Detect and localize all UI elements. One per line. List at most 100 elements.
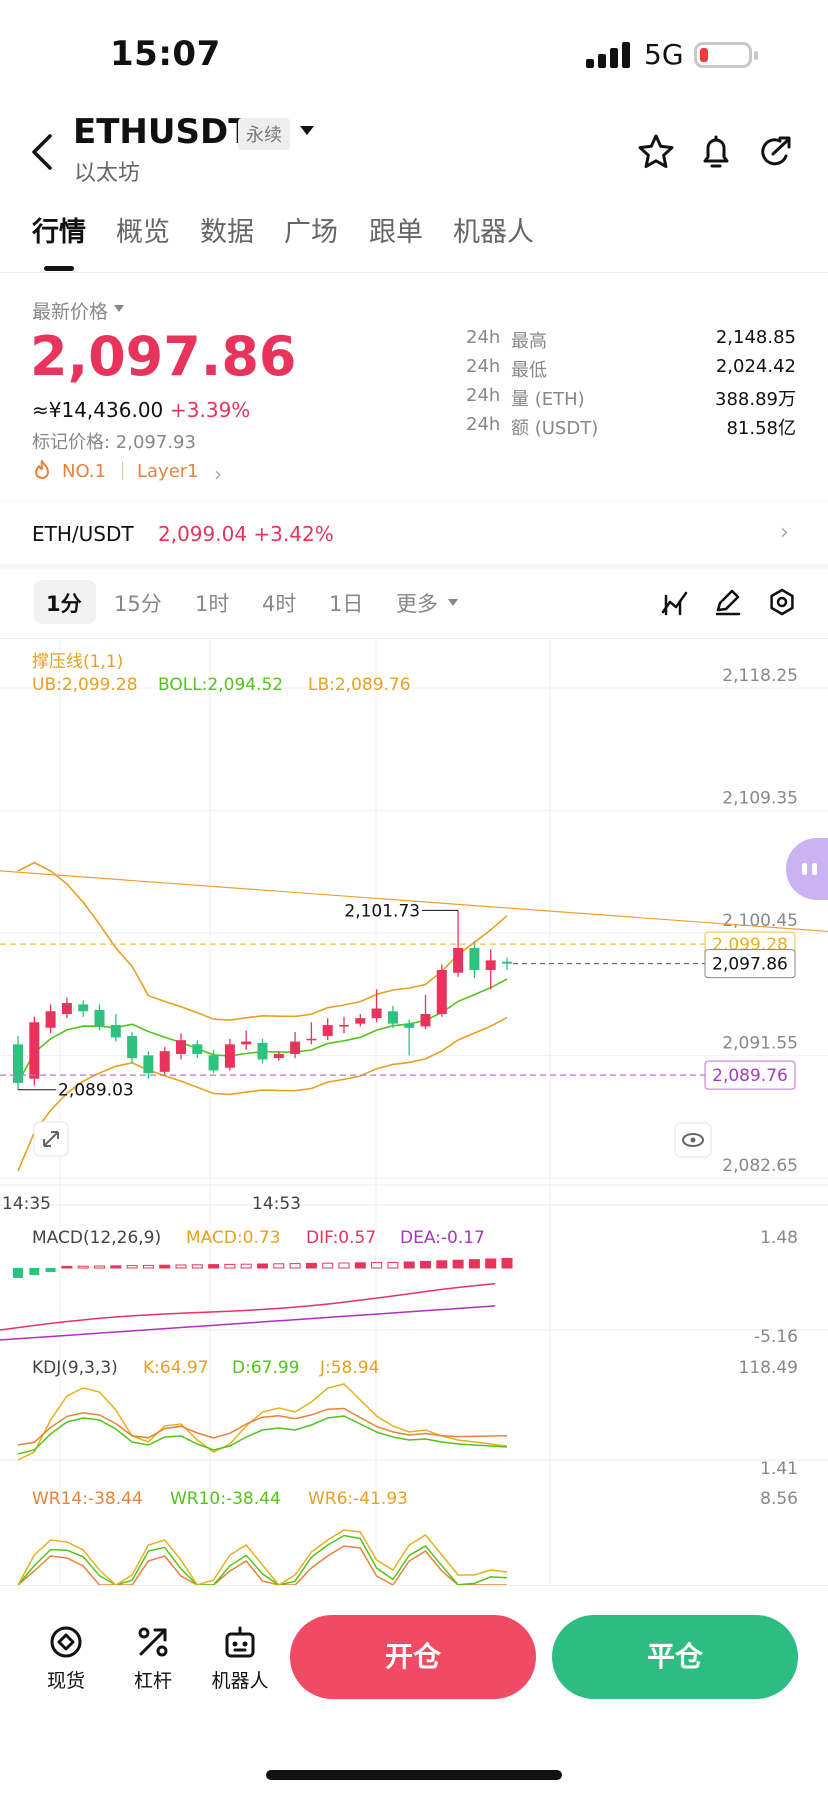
tab-square[interactable]: 广场 [284,217,338,248]
candle-body [387,1011,398,1024]
bell-icon[interactable] [696,132,736,172]
settings-icon[interactable] [767,587,797,617]
y-axis-tick: 2,100.45 [722,911,798,931]
chevron-down-icon[interactable] [300,126,314,135]
kdj-ymin: 1.41 [760,1459,798,1479]
candle-body [339,1025,349,1027]
floating-chat-button[interactable] [786,838,828,900]
y-axis-tick: 2,109.35 [722,789,798,809]
contract-type-badge: 永续 [238,118,290,150]
kdj-d-line [17,1415,508,1455]
macd-bar [485,1258,497,1269]
macd-bar [191,1264,203,1269]
tab-overview[interactable]: 概览 [116,217,170,248]
tab-market[interactable]: 行情 [32,217,86,248]
nav-spot[interactable]: 现货 [26,1624,106,1693]
candle-body [273,1053,284,1059]
latest-price-label[interactable]: 最新价格 [32,301,109,323]
macd-bar [208,1264,220,1269]
macd-bar [45,1268,56,1272]
candle-body [485,960,496,970]
candle-body [502,961,512,964]
wr6-line [17,1529,508,1585]
candle-body [13,1044,23,1083]
nav-spot-label: 现货 [46,1670,85,1692]
spot-price: 2,099.04 +3.42% [158,522,334,546]
timeframe-15m[interactable]: 15分 [114,592,162,616]
candle-body [61,1003,72,1015]
category-tag[interactable]: Layer1 [137,461,199,482]
battery-icon [694,42,758,68]
stat-value-turnover: 81.58亿 [726,418,796,439]
candle-body [176,1040,186,1054]
timeframe-4h[interactable]: 4时 [262,592,297,616]
back-arrow-icon[interactable] [30,132,56,172]
boll-ub-label: UB:2,099.28 [32,675,138,695]
macd-bar [29,1268,40,1275]
section-band [0,564,828,569]
macd-bar [305,1262,317,1269]
cny-price: ≈¥14,436.00 [32,398,164,422]
chevron-right-icon[interactable]: › [214,462,222,486]
kline-chart[interactable]: 2,118.25 2,109.35 2,100.45 2,091.55 2,082.65… [0,640,828,1585]
caret-down-icon[interactable] [114,305,124,312]
bottom-action-bar: 现货 杠杆 机器人 [0,1585,828,1705]
open-position-button[interactable]: 开仓 [290,1615,536,1699]
timeframe-1m[interactable]: 1分 [46,592,82,616]
macd-dif-line [0,1282,496,1331]
candle-body [94,1009,105,1027]
price-change: +3.39% [170,398,251,422]
chevron-right-icon[interactable]: › [780,520,789,545]
indicator-icon[interactable] [660,588,690,616]
stat-label-turnover: 额 (USDT) [511,418,599,439]
candle-body [257,1042,268,1060]
macd-bar [403,1261,415,1269]
timeframe-1h[interactable]: 1时 [195,592,230,616]
x-axis-tick: 14:53 [252,1194,301,1214]
wr-ymax: 8.56 [760,1489,798,1509]
pair-symbol[interactable]: ETHUSDT [73,112,252,152]
share-icon[interactable] [756,132,796,172]
timeframe-more[interactable]: 更多 [396,592,438,616]
macd-bar [94,1265,105,1269]
nav-leverage[interactable]: 杠杆 [113,1624,193,1693]
section-divider [0,500,828,501]
draw-pen-icon[interactable] [713,588,743,616]
spot-change: +3.42% [253,522,334,546]
wr10-line [17,1534,508,1585]
macd-bar [420,1260,431,1269]
high-marker-label: 2,101.73 [344,901,420,921]
low-marker-label: 2,089.03 [58,1081,134,1101]
stat-value-volume: 388.89万 [715,389,796,410]
nav-bot[interactable]: 机器人 [200,1624,280,1693]
y-axis-tick: 2,091.55 [722,1034,798,1054]
flame-icon [35,460,49,479]
robot-icon [225,1626,255,1658]
spot-price-value: 2,099.04 [158,522,248,546]
kdj-ymax: 118.49 [739,1358,798,1378]
more-caret-icon[interactable] [448,599,458,606]
rank-badge[interactable]: NO.1 [62,461,107,482]
timeframe-1d[interactable]: 1日 [329,592,364,616]
stat-label-volume: 量 (ETH) [511,389,585,410]
kdj-d: D:67.99 [232,1358,300,1378]
macd-bar [61,1265,73,1269]
tab-bot[interactable]: 机器人 [453,217,534,248]
star-icon[interactable] [636,132,676,172]
tab-data[interactable]: 数据 [200,217,254,248]
close-position-button[interactable]: 平仓 [552,1615,798,1699]
network-label: 5G [644,38,684,71]
y-axis-tick: 2,118.25 [722,666,798,686]
x-axis-tick: 14:35 [2,1194,51,1214]
chart-top-divider [0,638,828,639]
boll-lb-label: LB:2,089.76 [308,675,411,695]
spot-pair[interactable]: ETH/USDT [32,522,134,546]
active-timeframe-bg [34,580,96,624]
macd-ymin: -5.16 [754,1327,798,1347]
signal-icon [586,42,630,68]
macd-bar [240,1263,252,1269]
candle-body [224,1044,235,1068]
macd-bar [322,1262,334,1269]
tab-copy-trade[interactable]: 跟单 [369,217,423,248]
last-price: 2,097.86 [30,325,297,388]
